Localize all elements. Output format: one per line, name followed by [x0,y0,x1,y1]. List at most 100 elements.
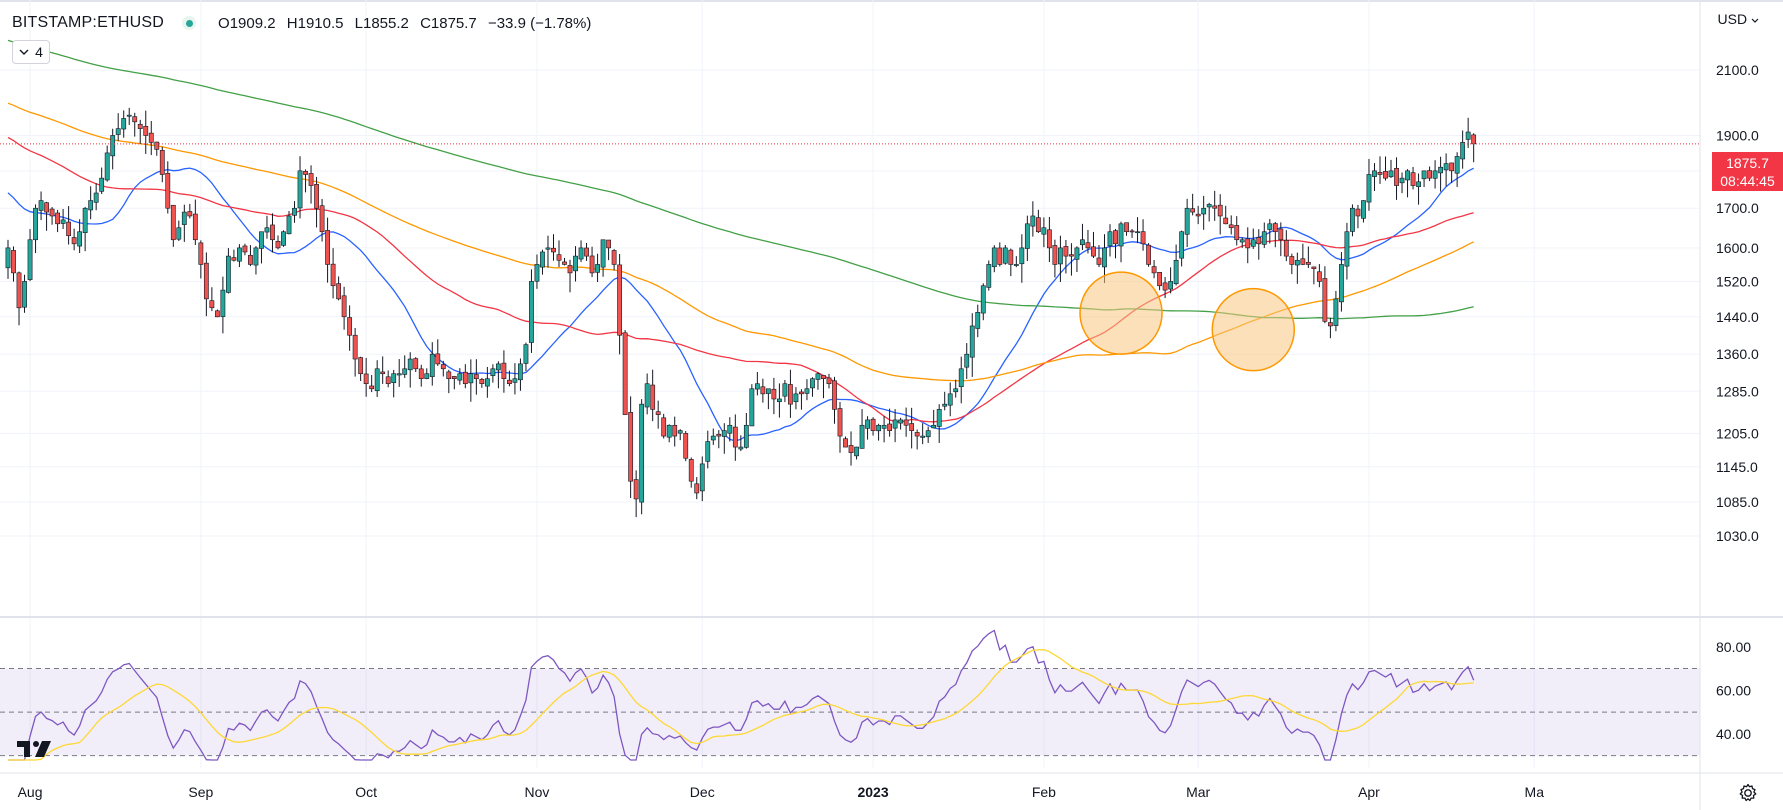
candle-body [666,424,672,438]
candle [1118,221,1124,263]
candle-body [330,263,336,287]
currency-selector[interactable]: USD [1718,11,1759,27]
candle [732,414,738,461]
rsi-tick-label: 60.00 [1716,682,1751,698]
candle [1162,277,1168,299]
candle [308,165,314,204]
candle [1184,198,1190,247]
rsi-ma-line [8,649,1474,761]
candle-body [584,247,589,257]
candle-body [771,388,777,400]
candle-body [192,213,198,241]
candle-body [534,264,540,282]
candle [760,378,766,403]
candle-body [1096,257,1102,265]
candle [600,239,606,277]
candle [903,407,909,437]
candle-body [765,388,771,394]
candle [815,372,821,390]
candle [1173,244,1179,286]
candle [1212,190,1218,221]
tradingview-logo-icon[interactable] [17,739,55,759]
candle-body [16,272,22,309]
candle [1223,205,1229,225]
candle-body [462,371,468,385]
candle-body [88,200,94,211]
candle [336,276,341,301]
candle [110,128,116,170]
candle-body [270,224,275,241]
candle [898,417,904,430]
candle [1405,169,1410,198]
candle [1272,221,1278,248]
candle [1454,152,1460,187]
candle [958,356,964,404]
last-price-label: 1875.7 08:44:45 [1712,152,1783,191]
candle-body [1179,231,1185,259]
candle-body [1278,228,1284,241]
candle-body [898,419,904,424]
candle-body [303,171,308,175]
candle [1289,253,1295,275]
candle [1427,166,1432,182]
candle [1124,222,1129,236]
candle-body [237,247,242,262]
candle-body [1228,224,1234,229]
candle-body [457,373,463,381]
candle [1250,228,1256,249]
candle [1460,130,1466,169]
candle [843,436,848,448]
price-tick-label: 1700.0 [1716,200,1759,216]
time-tick-label: Sep [188,784,213,800]
candle [1190,193,1196,216]
candle-body [1438,166,1443,174]
candle [93,183,99,211]
candle [319,198,325,242]
candle [275,235,281,250]
candle-body [1300,258,1306,265]
symbol-name[interactable]: BITSTAMP:ETHUSD [12,14,165,31]
candle-body [391,373,397,383]
candle-body [1427,170,1432,179]
candle [743,412,749,449]
candle [259,231,264,264]
candle [1305,246,1311,268]
candle [942,391,948,411]
indicators-toggle-button[interactable]: 4 [12,40,50,64]
candle [1316,264,1322,288]
candle [986,260,992,291]
rsi-line [8,629,1475,761]
open-value: O1909.2 [218,14,276,32]
settings-gear-icon[interactable] [1738,783,1758,803]
candle-body [743,424,749,448]
candle-body [578,247,584,260]
candle-body [545,247,551,250]
candle [1168,267,1174,294]
candle-body [490,368,496,376]
candle-body [479,378,485,385]
candle [1135,217,1140,244]
candle-body [154,141,160,150]
candle-body [181,211,187,225]
candle-body [220,289,226,317]
candle-body [203,262,209,300]
candle [1024,215,1030,262]
candle-body [876,424,881,432]
highlight-circle [1211,287,1296,372]
candle [181,204,187,242]
candle [253,246,259,275]
candle [55,209,60,233]
candle-body [484,378,490,387]
candle-body [1421,170,1427,180]
candle [1438,156,1443,192]
candle-body [99,177,105,192]
candle [1328,317,1333,339]
candle-body [600,239,606,268]
candle-body [507,379,512,385]
candle-body [556,254,562,261]
candle [303,169,308,193]
candle [595,253,600,283]
candle [1333,290,1339,332]
